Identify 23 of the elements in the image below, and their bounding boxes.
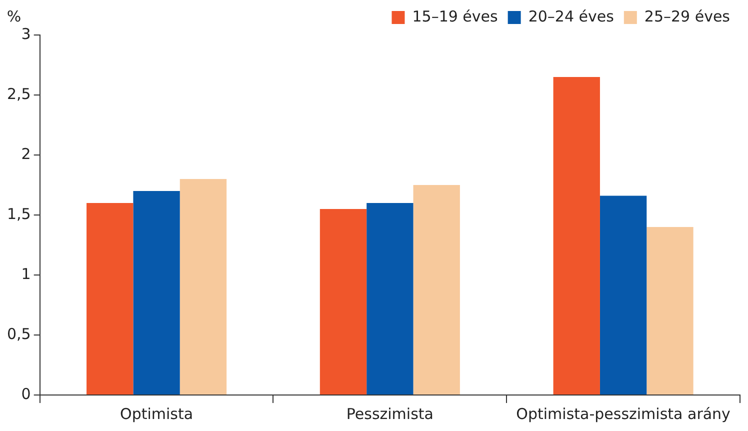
- legend-label: 15–19 éves: [412, 7, 498, 26]
- y-tick-label: 2,5: [6, 84, 31, 103]
- bar: [366, 203, 414, 394]
- bar: [86, 203, 134, 394]
- legend-label: 25–29 éves: [644, 7, 730, 26]
- bar: [646, 227, 694, 394]
- y-tick-label: 0,5: [6, 324, 31, 343]
- x-tick-label: Pesszimista: [346, 404, 434, 423]
- bar: [320, 209, 367, 394]
- y-tick-label: 0: [21, 384, 31, 403]
- legend-label: 20–24 éves: [528, 7, 614, 26]
- bar: [553, 77, 600, 394]
- x-tick-label: Optimista-pesszimista arány: [516, 404, 731, 423]
- y-axis-title: %: [6, 7, 22, 26]
- bar: [133, 191, 180, 394]
- y-tick-label: 2: [21, 144, 31, 163]
- x-tick-label: Optimista: [120, 404, 194, 423]
- bar: [180, 179, 227, 394]
- bar: [413, 185, 460, 394]
- y-tick-label: 1,5: [6, 204, 31, 223]
- y-tick-label: 3: [21, 24, 31, 43]
- y-tick-label: 1: [21, 264, 31, 283]
- bar: [600, 196, 647, 394]
